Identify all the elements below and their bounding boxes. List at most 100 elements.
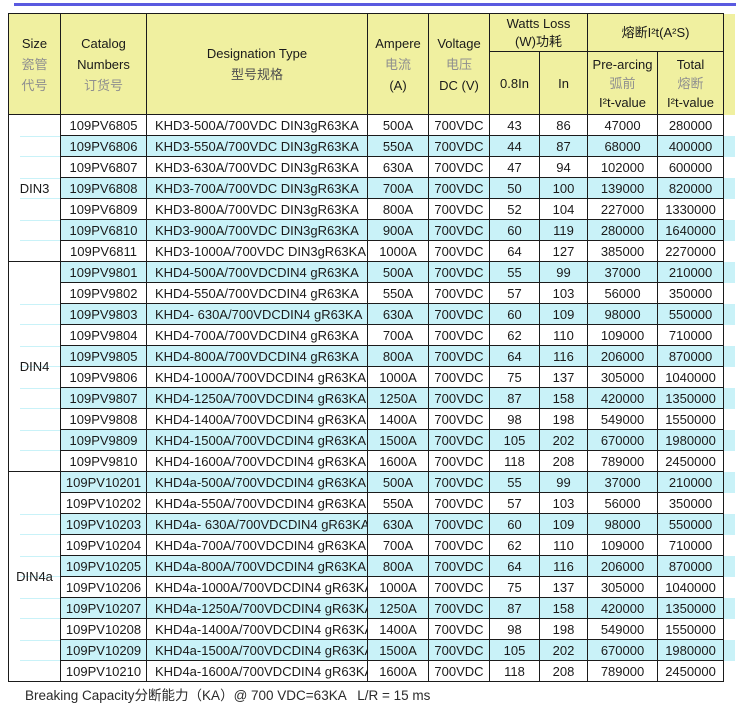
prearcing-label-value: I²t-value: [599, 94, 646, 110]
prearcing-i2t-cell: 670000: [587, 639, 659, 661]
designation-cell: KHD4-1250A/700VDCDIN4 gR63KA: [146, 387, 368, 409]
designation-cell: KHD4-1400A/700VDCDIN4 gR63KA: [146, 408, 368, 430]
total-i2t-cell: 1980000: [657, 639, 725, 661]
watts-08in-cell: 98: [489, 408, 540, 430]
table-row: DIN4 109PV9801 KHD4-500A/700VDCDIN4 gR63KA…: [8, 261, 725, 472]
watts-loss-label-en: Watts Loss: [506, 15, 571, 31]
catalog-number-cell: 109PV9806: [60, 366, 147, 388]
voltage-cell: 700VDC: [428, 324, 490, 346]
designation-cell: KHD3-700A/700VDC DIN3gR63KA: [146, 177, 368, 199]
total-i2t-cell: 1330000: [657, 198, 725, 220]
ampere-label-unit: (A): [389, 77, 407, 93]
designation-cell: KHD4-1000A/700VDCDIN4 gR63KA: [146, 366, 368, 388]
designation-label-zh: 型号规格: [230, 67, 283, 82]
table-header: Size 瓷管 代号 Catalog Numbers 订货号 Designati…: [8, 13, 725, 115]
table-row: 109PV6808 KHD3-700A/700VDC DIN3gR63KA 700A…: [8, 177, 725, 199]
prearcing-label-zh: 弧前: [609, 75, 636, 91]
top-divider-rule: [14, 3, 736, 6]
voltage-cell: 700VDC: [428, 114, 490, 136]
voltage-cell: 700VDC: [428, 345, 490, 367]
group-header-i2t: 熔断I²t(A²S): [587, 13, 725, 52]
voltage-cell: 700VDC: [428, 576, 490, 598]
ampere-cell: 1000A: [367, 576, 429, 598]
prearcing-i2t-cell: 280000: [587, 219, 659, 241]
watts-in-cell: 109: [538, 513, 589, 535]
header-sub-row: 0.8In In Pre-arcing 弧前 I²t-value Total 熔…: [9, 51, 725, 115]
total-i2t-cell: 820000: [657, 177, 725, 199]
prearcing-i2t-cell: 420000: [587, 597, 659, 619]
table-row: 109PV9806 KHD4-1000A/700VDCDIN4 gR63KA 100…: [8, 366, 725, 388]
voltage-cell: 700VDC: [428, 261, 490, 283]
col-header-catalog: Catalog Numbers 订货号: [60, 13, 147, 115]
watts-in-cell: 158: [538, 387, 589, 409]
voltage-cell: 700VDC: [428, 618, 490, 640]
header-group-row: Size 瓷管 代号 Catalog Numbers 订货号 Designati…: [8, 13, 725, 115]
watts-in-cell: 110: [538, 324, 589, 346]
catalog-number-cell: 109PV6811: [60, 240, 147, 262]
watts-in-cell: 198: [538, 408, 589, 430]
ampere-cell: 800A: [367, 198, 429, 220]
table-row: 109PV6810 KHD3-900A/700VDC DIN3gR63KA 900A…: [8, 219, 725, 241]
total-label-zh: 熔断: [677, 75, 704, 91]
watts-08in-cell: 105: [489, 429, 540, 451]
prearcing-i2t-cell: 670000: [587, 429, 659, 451]
table-row: 109PV10205 KHD4a-800A/700VDCDIN4 gR63KA 80…: [8, 555, 725, 577]
watts-08in-cell: 62: [489, 534, 540, 556]
prearcing-i2t-cell: 789000: [587, 660, 659, 682]
ampere-label-en: Ampere: [375, 35, 421, 51]
ampere-cell: 800A: [367, 555, 429, 577]
total-i2t-cell: 550000: [657, 303, 725, 325]
prearcing-i2t-cell: 47000: [587, 114, 659, 136]
watts-08in-cell: 44: [489, 135, 540, 157]
prearcing-i2t-cell: 385000: [587, 240, 659, 262]
catalog-number-cell: 109PV6805: [60, 114, 147, 136]
watts-loss-label-zh: (W)功耗: [515, 33, 562, 49]
voltage-cell: 700VDC: [428, 408, 490, 430]
prearcing-i2t-cell: 98000: [587, 303, 659, 325]
designation-cell: KHD3-500A/700VDC DIN3gR63KA: [146, 114, 368, 136]
voltage-cell: 700VDC: [428, 429, 490, 451]
prearcing-i2t-cell: 789000: [587, 450, 659, 472]
ampere-cell: 550A: [367, 282, 429, 304]
watts-08in-cell: 55: [489, 471, 540, 493]
catalog-number-cell: 109PV9802: [60, 282, 147, 304]
designation-cell: KHD4a-1400A/700VDCDIN4 gR63KA: [146, 618, 368, 640]
prearcing-i2t-cell: 56000: [587, 282, 659, 304]
watts-in-cell: 116: [538, 555, 589, 577]
voltage-cell: 700VDC: [428, 303, 490, 325]
total-i2t-cell: 400000: [657, 135, 725, 157]
watts-08in-cell: 60: [489, 303, 540, 325]
catalog-number-cell: 109PV9804: [60, 324, 147, 346]
table-row: 109PV10204 KHD4a-700A/700VDCDIN4 gR63KA 70…: [8, 534, 725, 556]
col-header-size: Size 瓷管 代号: [8, 13, 61, 115]
catalog-number-cell: 109PV9805: [60, 345, 147, 367]
designation-cell: KHD4a-1500A/700VDCDIN4 gR63KA: [146, 639, 368, 661]
watts-in-cell: 109: [538, 303, 589, 325]
ampere-cell: 550A: [367, 492, 429, 514]
catalog-number-cell: 109PV10204: [60, 534, 147, 556]
designation-cell: KHD3-1000A/700VDC DIN3gR63KA: [146, 240, 368, 262]
watts-in-cell: 104: [538, 198, 589, 220]
table-row: 109PV9803 KHD4- 630A/700VDCDIN4 gR63KA 630…: [8, 303, 725, 325]
voltage-cell: 700VDC: [428, 660, 490, 682]
designation-cell: KHD4a- 630A/700VDCDIN4 gR63KA: [146, 513, 368, 535]
prearcing-i2t-cell: 98000: [587, 513, 659, 535]
table-row: 109PV9802 KHD4-550A/700VDCDIN4 gR63KA 550A…: [8, 282, 725, 304]
total-i2t-cell: 1040000: [657, 576, 725, 598]
designation-cell: KHD4-500A/700VDCDIN4 gR63KA: [146, 261, 368, 283]
watts-08in-cell: 47: [489, 156, 540, 178]
prearcing-i2t-cell: 109000: [587, 534, 659, 556]
watts-08in-cell: 64: [489, 345, 540, 367]
watts-in-cell: 119: [538, 219, 589, 241]
total-i2t-cell: 1550000: [657, 408, 725, 430]
table-row: 109PV6806 KHD3-550A/700VDC DIN3gR63KA 550A…: [8, 135, 725, 157]
designation-label-en: Designation Type: [206, 46, 308, 61]
total-i2t-cell: 2270000: [657, 240, 725, 262]
catalog-number-cell: 109PV10207: [60, 597, 147, 619]
designation-cell: KHD4-700A/700VDCDIN4 gR63KA: [146, 324, 368, 346]
watts-in-cell: 116: [538, 345, 589, 367]
watts-in-label: In: [558, 75, 569, 91]
voltage-cell: 700VDC: [428, 366, 490, 388]
prearcing-i2t-cell: 206000: [587, 555, 659, 577]
watts-08in-cell: 60: [489, 513, 540, 535]
